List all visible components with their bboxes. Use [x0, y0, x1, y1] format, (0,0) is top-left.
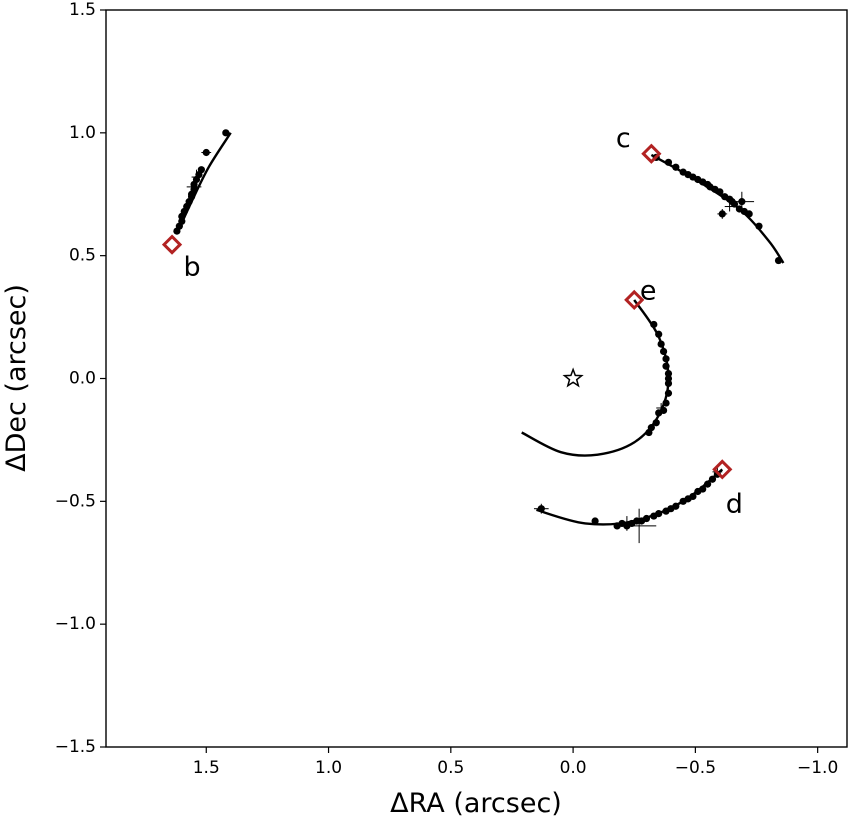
- y-axis-title: ΔDec (arcsec): [1, 284, 32, 472]
- data-points: [173, 129, 783, 530]
- point-e-12: [655, 409, 663, 417]
- point-c-19: [755, 222, 763, 230]
- error-bars: [186, 150, 755, 544]
- point-c-15: [730, 200, 739, 208]
- plot-frame: [105, 9, 848, 748]
- point-e-4: [662, 355, 670, 363]
- x-tick-label-0: 1.5: [193, 758, 220, 778]
- marker-d: [712, 459, 733, 480]
- x-axis-ticks: 1.5 1.0 0.5 0.0 −0.5 −1.0: [193, 747, 838, 778]
- y-tick-label-4: 0.5: [69, 246, 96, 266]
- point-d-10: [655, 510, 663, 518]
- label-d: d: [726, 489, 743, 520]
- point-d-1: [591, 517, 599, 525]
- x-tick-label-2: 0.5: [437, 758, 464, 778]
- x-tick-label-5: −1.0: [797, 758, 838, 778]
- point-e-3: [659, 347, 668, 356]
- y-tick-label-2: −0.5: [55, 491, 96, 511]
- point-c-2: [672, 163, 680, 171]
- point-c-21: [718, 210, 726, 218]
- x-tick-label-1: 1.0: [315, 758, 342, 778]
- point-d-0: [537, 505, 545, 513]
- planet-labels: b c d e: [183, 123, 742, 520]
- orbit-c: [650, 153, 785, 264]
- marker-b: [161, 234, 183, 255]
- point-c-18: [745, 210, 753, 218]
- y-tick-label-3: 0.0: [69, 369, 96, 389]
- point-d-20: [708, 475, 717, 483]
- point-e-13: [652, 419, 660, 427]
- x-tick-label-3: 0.0: [560, 758, 587, 778]
- y-tick-label-1: −1.0: [55, 614, 96, 634]
- y-tick-label-6: 1.5: [69, 0, 96, 20]
- point-e-10: [662, 399, 670, 407]
- point-c-11: [716, 188, 724, 196]
- point-b-13: [197, 166, 205, 174]
- orbit-curves: [175, 132, 785, 526]
- marker-e: [624, 289, 645, 311]
- host-star: [562, 367, 584, 388]
- point-e-5: [662, 362, 670, 370]
- point-e-2: [657, 340, 665, 348]
- y-axis-ticks: −1.5 −1.0 −0.5 0.0 0.5 1.0 1.5: [55, 0, 106, 757]
- marker-c: [641, 143, 662, 164]
- label-b: b: [183, 252, 200, 283]
- x-axis-title: ΔRA (arcsec): [390, 788, 562, 819]
- point-c-1: [664, 158, 673, 166]
- point-b-14: [202, 148, 210, 157]
- label-c: c: [616, 123, 631, 154]
- point-d-8: [642, 514, 651, 523]
- point-d-18: [699, 485, 707, 493]
- point-d-19: [704, 480, 712, 488]
- orbit-b: [175, 132, 232, 235]
- y-tick-label-5: 1.0: [69, 123, 96, 143]
- point-b-15: [222, 129, 230, 137]
- point-e-15: [645, 428, 653, 437]
- star-marker: [562, 367, 584, 388]
- y-tick-label-0: −1.5: [55, 737, 96, 757]
- x-tick-label-4: −0.5: [675, 758, 716, 778]
- point-d-13: [672, 502, 680, 510]
- point-c-20: [774, 256, 783, 265]
- point-e-9: [664, 389, 673, 397]
- point-e-1: [655, 330, 663, 338]
- point-d-16: [689, 492, 697, 501]
- point-e-0: [650, 320, 658, 329]
- point-e-8: [664, 379, 673, 388]
- epoch-markers: [161, 143, 733, 480]
- label-e: e: [640, 275, 657, 306]
- point-c-22: [738, 198, 746, 206]
